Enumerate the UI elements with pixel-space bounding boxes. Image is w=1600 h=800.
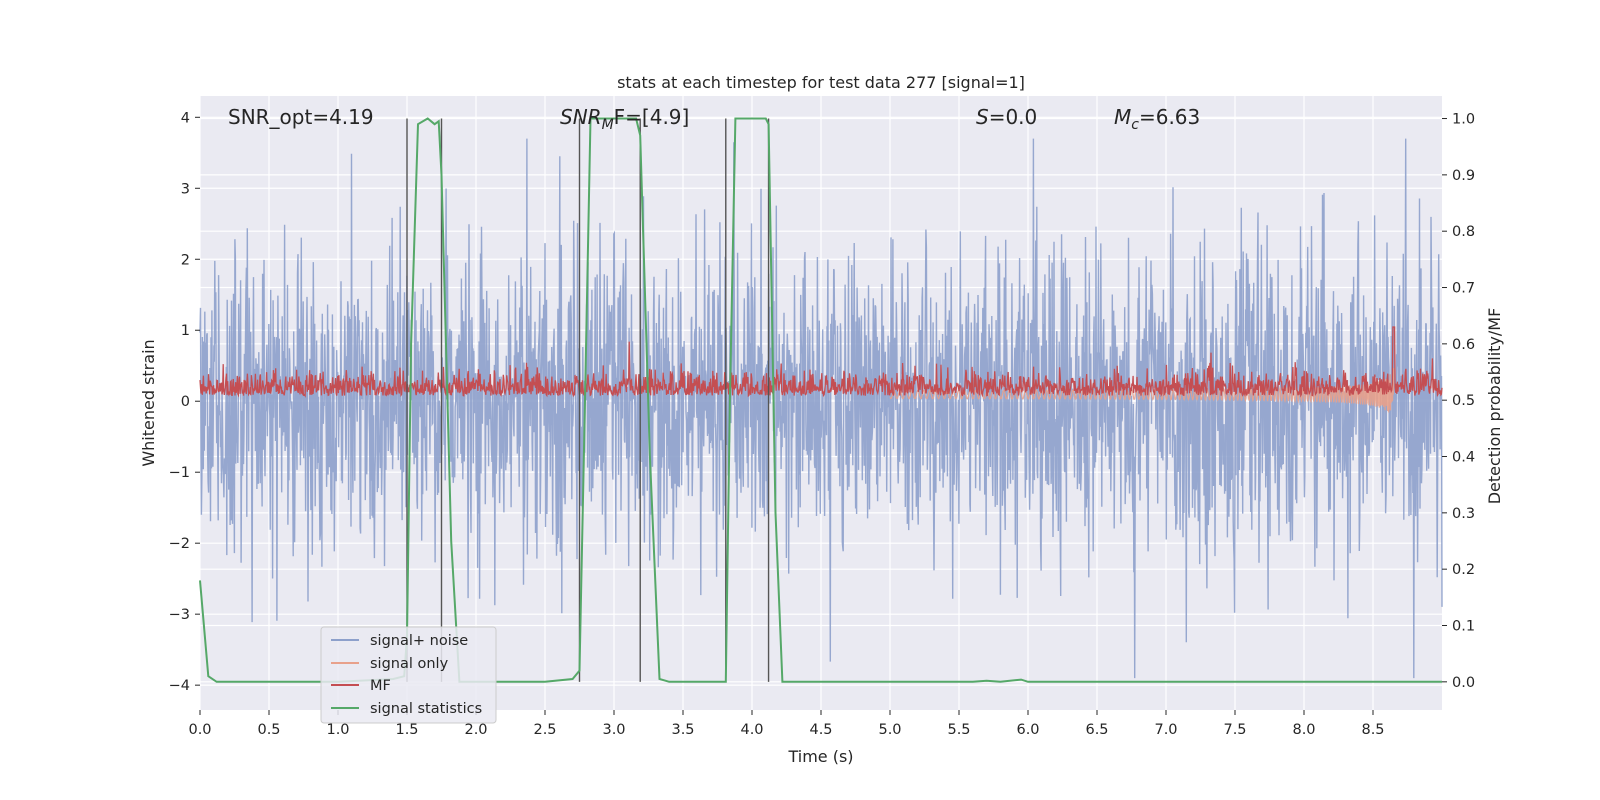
y-left-tick-label: 2 — [181, 252, 190, 268]
annotation-mc: Mc=6.63 — [1114, 105, 1200, 133]
chart-title: stats at each timestep for test data 277… — [617, 73, 1025, 92]
annotation-snr-mf-subscript-m: M — [602, 117, 614, 133]
legend-box — [320, 626, 497, 724]
x-tick-label: 2.0 — [464, 722, 487, 738]
y-left-tick-label: 4 — [181, 110, 190, 126]
y-right-tick-label: 0.5 — [1452, 393, 1475, 409]
annotation-s-symbol: S — [976, 105, 989, 129]
x-tick-label: 4.0 — [740, 722, 763, 738]
y-right-axis-label: Detection probability/MF — [1485, 308, 1504, 505]
y-left-tick-label: −4 — [169, 678, 190, 694]
y-right-tick-label: 0.0 — [1452, 675, 1475, 691]
x-tick-label: 5.0 — [878, 722, 901, 738]
annotation-s-value: =0.0 — [989, 105, 1038, 129]
annotation-mc-subscript: c — [1131, 117, 1139, 133]
y-right-tick-label: 0.4 — [1452, 450, 1475, 466]
x-axis-ticks: 0.0 0.5 1.0 1.5 2.0 2.5 3.0 3.5 4.0 4.5 5.0 5.5 6.0 6… — [188, 710, 1385, 738]
x-tick-label: 1.5 — [395, 722, 418, 738]
annotation-snr-mf-value: F=[4.9] — [614, 105, 690, 129]
y-left-axis-label: Whitened strain — [139, 339, 158, 466]
x-tick-label: 6.5 — [1085, 722, 1108, 738]
y-left-axis-ticks: 4 3 2 1 0 −1 −2 −3 −4 — [169, 110, 200, 694]
x-tick-label: 4.5 — [809, 722, 832, 738]
y-right-tick-label: 0.2 — [1452, 562, 1475, 578]
annotation-mc-symbol: M — [1114, 105, 1131, 129]
x-tick-label: 2.5 — [533, 722, 556, 738]
x-tick-label: 0.5 — [257, 722, 280, 738]
y-right-tick-label: 0.7 — [1452, 281, 1475, 297]
x-tick-label: 7.5 — [1223, 722, 1246, 738]
x-axis-label: Time (s) — [787, 747, 853, 766]
legend: signal+ noise signal only MF signal stat… — [320, 626, 497, 724]
x-tick-label: 8.5 — [1361, 722, 1384, 738]
x-tick-label: 0.0 — [188, 722, 211, 738]
legend-label-signal-statistics: signal statistics — [370, 701, 482, 717]
annotation-snr-mf: SNRMF=[4.9] — [560, 105, 689, 133]
y-left-tick-label: 0 — [181, 394, 190, 410]
annotation-mc-value: =6.63 — [1139, 105, 1200, 129]
annotation-snr-opt: SNR_opt=4.19 — [228, 105, 374, 129]
y-left-tick-label: −1 — [169, 465, 190, 481]
x-tick-label: 7.0 — [1154, 722, 1177, 738]
annotation-snr-mf-symbol: SNR — [560, 105, 602, 129]
y-right-axis-ticks: 1.0 0.9 0.8 0.7 0.6 0.5 0.4 0.3 0.2 0.1 0.0 — [1442, 112, 1475, 691]
x-tick-label: 1.0 — [326, 722, 349, 738]
y-left-tick-label: −2 — [169, 536, 190, 552]
annotation-s: S=0.0 — [976, 105, 1037, 129]
x-tick-label: 8.0 — [1292, 722, 1315, 738]
x-tick-label: 3.5 — [671, 722, 694, 738]
legend-label-signal-noise: signal+ noise — [370, 633, 468, 649]
y-left-tick-label: 3 — [181, 181, 190, 197]
y-right-tick-label: 0.1 — [1452, 619, 1475, 635]
legend-label-signal-only: signal only — [370, 656, 449, 672]
x-tick-label: 3.0 — [602, 722, 625, 738]
legend-label-mf: MF — [370, 678, 391, 694]
y-left-tick-label: 1 — [181, 323, 190, 339]
x-tick-label: 6.0 — [1016, 722, 1039, 738]
x-tick-label: 5.5 — [947, 722, 970, 738]
y-right-tick-label: 0.3 — [1452, 506, 1475, 522]
y-right-tick-label: 0.9 — [1452, 168, 1475, 184]
y-left-tick-label: −3 — [169, 607, 190, 623]
y-right-tick-label: 0.8 — [1452, 224, 1475, 240]
y-right-tick-label: 0.6 — [1452, 337, 1475, 353]
y-right-tick-label: 1.0 — [1452, 112, 1475, 128]
